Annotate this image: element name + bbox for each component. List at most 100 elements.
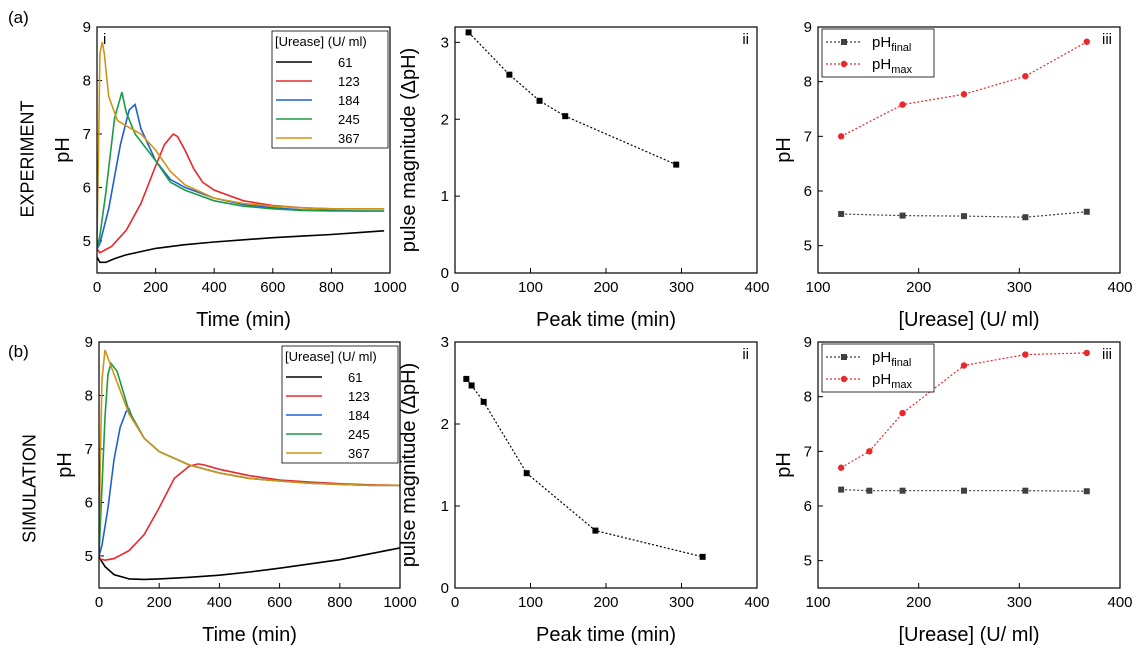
x-tick-label: 100	[805, 279, 830, 296]
x-axis-label: [Urease] (U/ ml)	[898, 624, 1039, 646]
y-tick-label: 8	[804, 74, 812, 91]
x-tick-label: 0	[93, 279, 101, 296]
y-tick-label: 0	[441, 580, 449, 597]
y-tick-label: 7	[83, 126, 91, 143]
y-axis-label: pH	[773, 452, 795, 478]
legend-box	[271, 30, 389, 149]
plot-frame	[98, 341, 401, 589]
y-tick-label: 6	[83, 179, 91, 196]
plot-area	[837, 349, 1090, 495]
data-point	[960, 362, 968, 369]
data-point	[562, 113, 569, 120]
data-point	[960, 91, 968, 98]
series-line-245	[97, 91, 385, 250]
x-tick-label: 300	[1007, 279, 1032, 296]
plot-frame	[817, 341, 1121, 589]
plot-frame	[454, 341, 758, 589]
legend-label: pHmax	[872, 371, 912, 391]
x-tick-label: 300	[1007, 594, 1032, 611]
data-point	[468, 382, 475, 389]
data-point	[673, 161, 680, 168]
panel-tag: ii	[742, 31, 749, 48]
x-tick-label: 400	[1107, 594, 1132, 611]
x-axis-label: Time (min)	[202, 624, 297, 646]
y-tick-label: 3	[441, 34, 449, 51]
data-point	[463, 375, 470, 382]
legend-label: pHfinal	[872, 349, 911, 369]
data-point	[837, 133, 845, 140]
x-tick-label: 100	[805, 594, 830, 611]
x-tick-label: 800	[319, 279, 344, 296]
y-tick-label: 5	[83, 233, 91, 250]
legend-label: 245	[348, 427, 370, 442]
x-axis-label: Peak time (min)	[536, 624, 676, 646]
chart-a-iii: 100 200 300 400 5 6 7 8 9 [Urease] (U/ ml) pH iii pH…	[773, 19, 1133, 331]
legend-marker	[841, 39, 847, 45]
data-point	[592, 527, 599, 534]
panel-tag: iii	[1102, 31, 1112, 48]
data-point	[1022, 487, 1029, 494]
y-axis-label: pulse magnitude (ΔpH)	[398, 363, 420, 568]
series-line-pH-final	[841, 489, 1087, 492]
data-point	[1022, 351, 1029, 358]
x-tick-label: 200	[906, 594, 931, 611]
x-tick-label: 200	[143, 279, 168, 296]
data-point	[506, 71, 513, 78]
y-tick-label: 0	[441, 265, 449, 282]
plot-area	[97, 41, 385, 264]
legend-box	[281, 345, 399, 464]
legend-marker	[841, 354, 847, 360]
panel-label-b: (b)	[8, 342, 29, 361]
data-point	[699, 553, 706, 560]
series-line-data	[468, 31, 677, 166]
x-tick-label: 300	[669, 279, 694, 296]
legend-title: [Urease] (U/ ml)	[275, 34, 367, 49]
legend: [Urease] (U/ ml) 61 123 184 245 367	[271, 30, 389, 149]
legend-label: 367	[338, 131, 360, 146]
x-tick-label: 800	[327, 594, 352, 611]
y-tick-label: 7	[85, 441, 93, 458]
data-point	[1083, 349, 1090, 357]
y-tick-label: 2	[441, 416, 449, 433]
x-tick-label: 600	[260, 279, 285, 296]
legend-label: pHmax	[872, 56, 912, 76]
data-point	[536, 97, 543, 104]
y-axis-label: pH	[52, 137, 74, 163]
y-tick-label: 3	[441, 334, 449, 351]
y-tick-label: 1	[441, 498, 449, 515]
x-tick-label: 300	[669, 594, 694, 611]
y-tick-label: 9	[85, 334, 93, 351]
data-point	[480, 398, 487, 405]
series-line-pH-final	[841, 211, 1087, 218]
plot-frame	[817, 26, 1121, 274]
series-line-123	[99, 463, 400, 562]
x-tick-label: 0	[95, 594, 103, 611]
legend-label: 184	[348, 408, 370, 423]
data-point	[899, 101, 906, 108]
legend-label: 367	[348, 446, 370, 461]
y-axis-label: pulse magnitude (ΔpH)	[398, 48, 420, 253]
series-line-367	[97, 41, 385, 241]
x-tick-label: 100	[518, 279, 543, 296]
legend-title: [Urease] (U/ ml)	[285, 349, 377, 364]
x-tick-label: 600	[267, 594, 292, 611]
y-tick-label: 8	[85, 387, 93, 404]
data-point	[1083, 208, 1090, 215]
legend-box	[821, 28, 935, 78]
y-axis-label: pH	[773, 137, 795, 163]
y-tick-label: 8	[804, 389, 812, 406]
series-line-data	[465, 378, 703, 558]
x-tick-label: 400	[744, 594, 769, 611]
data-point	[465, 29, 472, 36]
plot-area	[465, 29, 680, 168]
y-tick-label: 6	[804, 498, 812, 515]
legend: [Urease] (U/ ml) 61 123 184 245 367	[281, 345, 399, 464]
series-line-pH-max	[840, 352, 1087, 469]
x-axis-label: Peak time (min)	[536, 309, 676, 331]
legend-marker	[840, 375, 848, 383]
x-tick-label: 400	[744, 279, 769, 296]
series-line-61	[97, 230, 385, 264]
series-line-367	[99, 349, 400, 551]
